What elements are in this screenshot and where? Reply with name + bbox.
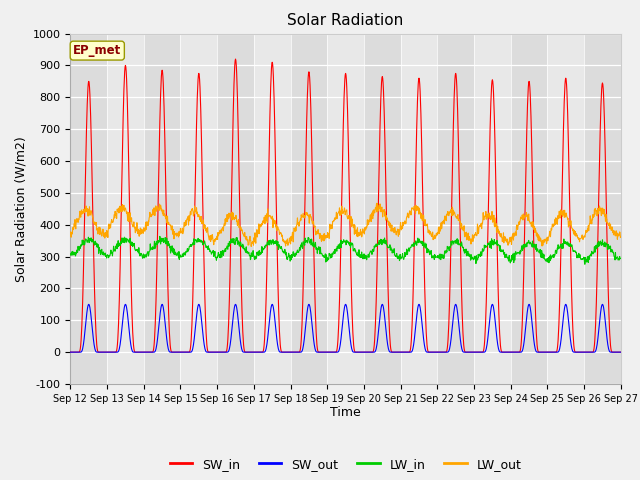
SW_out — [617, 349, 625, 355]
SW_out — [296, 349, 304, 355]
Line: SW_in: SW_in — [70, 59, 621, 352]
LW_in — [568, 244, 576, 250]
Line: LW_out: LW_out — [70, 203, 621, 246]
Bar — [144, 34, 180, 384]
Bar — [584, 34, 621, 384]
LW_in — [521, 244, 529, 250]
LW_out — [67, 229, 74, 235]
Bar — [511, 34, 547, 384]
SW_in — [232, 56, 239, 62]
SW_out — [283, 349, 291, 355]
Bar — [401, 34, 437, 384]
Bar — [217, 34, 254, 384]
SW_in — [617, 349, 625, 355]
Bar — [474, 34, 511, 384]
LW_in — [431, 257, 438, 263]
Bar — [364, 34, 401, 384]
X-axis label: Time: Time — [330, 407, 361, 420]
SW_in — [188, 321, 196, 327]
SW_in — [67, 349, 74, 355]
SW_out — [67, 349, 74, 355]
LW_in — [617, 256, 625, 262]
LW_out — [296, 218, 304, 224]
Bar — [327, 34, 364, 384]
SW_in — [283, 349, 291, 355]
LW_out — [569, 228, 577, 233]
Bar — [291, 34, 327, 384]
SW_out — [85, 301, 93, 307]
SW_out — [189, 347, 196, 353]
LW_out — [283, 240, 291, 246]
Title: Solar Radiation: Solar Radiation — [287, 13, 404, 28]
Legend: SW_in, SW_out, LW_in, LW_out: SW_in, SW_out, LW_in, LW_out — [164, 453, 527, 476]
LW_out — [431, 232, 438, 238]
LW_out — [617, 234, 625, 240]
SW_out — [521, 332, 529, 338]
Bar — [437, 34, 474, 384]
SW_out — [431, 349, 438, 355]
LW_out — [188, 207, 196, 213]
LW_out — [372, 200, 380, 206]
Line: LW_in: LW_in — [70, 236, 621, 264]
SW_out — [568, 347, 576, 353]
LW_in — [296, 247, 304, 253]
SW_in — [431, 349, 438, 355]
LW_in — [189, 242, 196, 248]
LW_in — [156, 233, 164, 239]
Bar — [70, 34, 107, 384]
Bar — [254, 34, 291, 384]
Bar — [107, 34, 144, 384]
LW_in — [581, 262, 589, 267]
LW_in — [283, 256, 291, 262]
Line: SW_out: SW_out — [70, 304, 621, 352]
SW_in — [521, 217, 529, 223]
LW_out — [522, 213, 529, 218]
Bar — [547, 34, 584, 384]
SW_in — [296, 348, 304, 353]
Bar — [180, 34, 217, 384]
LW_out — [247, 243, 255, 249]
Y-axis label: Solar Radiation (W/m2): Solar Radiation (W/m2) — [14, 136, 27, 282]
SW_in — [568, 312, 576, 317]
Text: EP_met: EP_met — [73, 44, 122, 57]
LW_in — [67, 251, 74, 257]
